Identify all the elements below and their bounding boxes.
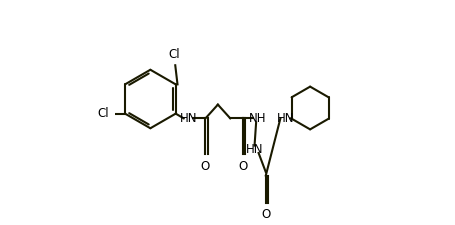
- Text: O: O: [238, 160, 247, 173]
- Text: Cl: Cl: [168, 48, 180, 61]
- Text: O: O: [261, 208, 270, 221]
- Text: O: O: [201, 160, 210, 173]
- Text: NH: NH: [248, 112, 265, 125]
- Text: HN: HN: [179, 112, 197, 125]
- Text: Cl: Cl: [98, 107, 109, 120]
- Text: HN: HN: [276, 112, 293, 125]
- Text: HN: HN: [245, 143, 263, 156]
